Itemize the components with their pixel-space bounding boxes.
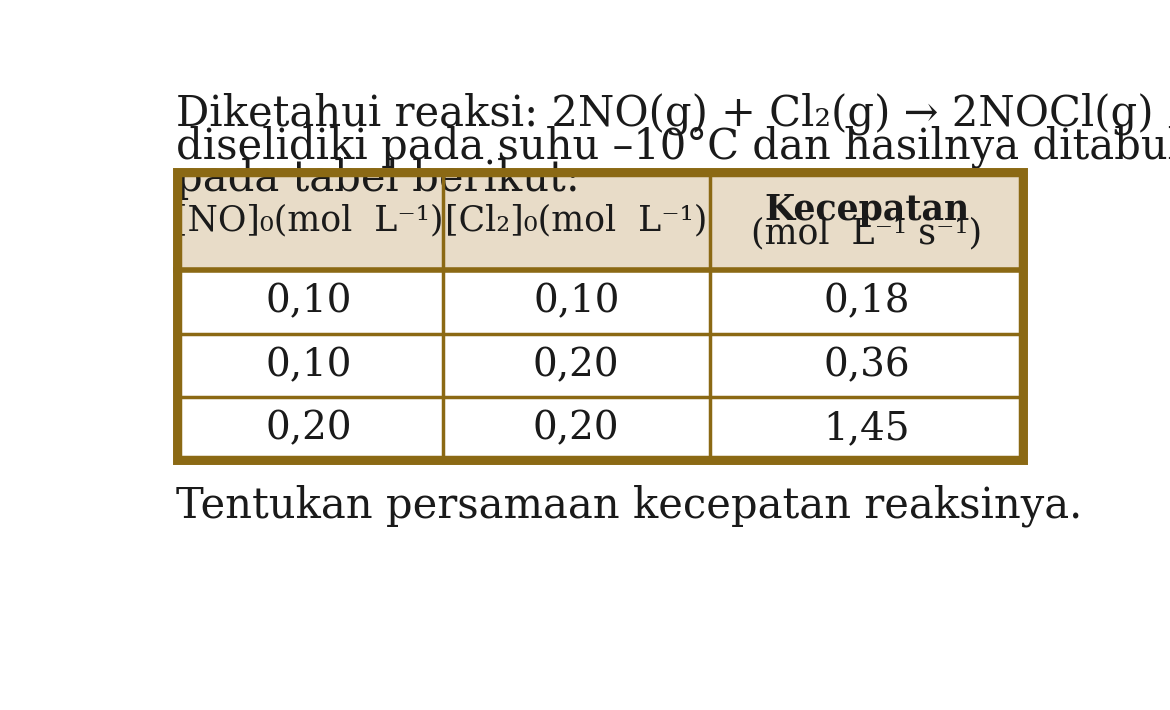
Text: 0,20: 0,20 <box>534 410 620 447</box>
Text: 0,18: 0,18 <box>824 283 910 320</box>
Bar <box>176 398 442 461</box>
Text: 0,10: 0,10 <box>266 283 352 320</box>
Text: 1,45: 1,45 <box>824 410 910 447</box>
Text: Diketahui reaksi: 2NO(g) + Cl₂(g) → 2NOCl(g): Diketahui reaksi: 2NO(g) + Cl₂(g) → 2NOC… <box>176 93 1154 136</box>
Bar <box>176 171 442 270</box>
Bar <box>176 270 442 334</box>
Bar <box>442 334 710 398</box>
Bar <box>442 270 710 334</box>
Bar <box>710 334 1024 398</box>
Text: [Cl₂]₀(mol  L⁻¹): [Cl₂]₀(mol L⁻¹) <box>445 204 708 238</box>
Text: 0,10: 0,10 <box>534 283 620 320</box>
Bar <box>710 171 1024 270</box>
Text: Kecepatan: Kecepatan <box>764 193 969 227</box>
Text: (mol  L⁻¹ s⁻¹): (mol L⁻¹ s⁻¹) <box>751 216 983 250</box>
Text: diselidiki pada suhu –10°C dan hasilnya ditabulasikan: diselidiki pada suhu –10°C dan hasilnya … <box>176 125 1170 168</box>
Text: 0,20: 0,20 <box>534 347 620 384</box>
Text: [NO]₀(mol  L⁻¹): [NO]₀(mol L⁻¹) <box>174 204 443 238</box>
Bar <box>176 334 442 398</box>
Bar <box>710 270 1024 334</box>
Bar <box>179 175 1020 457</box>
Text: Tentukan persamaan kecepatan reaksinya.: Tentukan persamaan kecepatan reaksinya. <box>176 484 1082 527</box>
Bar <box>442 398 710 461</box>
Text: pada tabel berikut:: pada tabel berikut: <box>176 158 579 200</box>
Text: 0,10: 0,10 <box>266 347 352 384</box>
Text: 0,20: 0,20 <box>266 410 352 447</box>
Bar <box>442 171 710 270</box>
Bar <box>710 398 1024 461</box>
Bar <box>176 171 1024 461</box>
Text: 0,36: 0,36 <box>824 347 910 384</box>
